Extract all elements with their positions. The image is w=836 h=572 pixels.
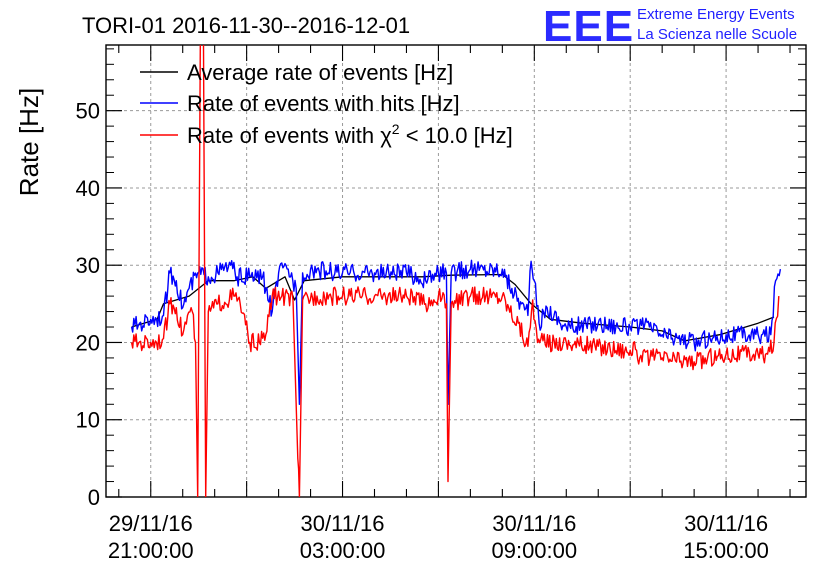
x-tick-label-date: 30/11/16 xyxy=(301,511,385,536)
logo-mark: EEE xyxy=(543,2,634,51)
series-line-hits xyxy=(130,259,782,405)
y-tick-label: 30 xyxy=(76,253,100,278)
grid-lines xyxy=(106,45,806,497)
y-tick-label: 50 xyxy=(76,99,100,124)
plot-frame xyxy=(105,44,807,498)
x-tick-label-date: 29/11/16 xyxy=(109,511,193,536)
y-axis-label: Rate [Hz] xyxy=(14,88,44,196)
legend: Average rate of events [Hz] Rate of event… xyxy=(140,60,513,148)
legend-label-average: Average rate of events [Hz] xyxy=(187,60,453,85)
x-tick-label-time: 09:00:00 xyxy=(491,538,577,563)
legend-label-hits: Rate of events with hits [Hz] xyxy=(187,91,460,116)
series-group xyxy=(130,45,782,497)
x-tick-label-date: 30/11/16 xyxy=(684,511,768,536)
x-tick-label-date: 30/11/16 xyxy=(492,511,576,536)
series-line-chi2 xyxy=(130,45,780,497)
y-tick-label: 10 xyxy=(76,408,100,433)
x-tick-label-time: 03:00:00 xyxy=(300,538,386,563)
y-tick-label: 20 xyxy=(76,330,100,355)
y-tick-label: 0 xyxy=(88,485,100,510)
y-tick-label: 40 xyxy=(76,176,100,201)
logo: EEE Extreme Energy Events La Scienza nel… xyxy=(543,2,797,51)
legend-label-chi2: Rate of events with χ2 < 10.0 [Hz] xyxy=(187,121,513,148)
logo-line1: Extreme Energy Events xyxy=(637,6,795,23)
logo-line2: La Scienza nelle Scuole xyxy=(637,26,797,43)
axes: 0102030405029/11/1621:00:0030/11/1603:00… xyxy=(76,45,806,563)
series-layer xyxy=(130,45,782,497)
chart-title: TORI-01 2016-11-30--2016-12-01 xyxy=(82,13,410,38)
x-tick-label-time: 15:00:00 xyxy=(683,538,769,563)
x-tick-label-time: 21:00:00 xyxy=(108,538,194,563)
